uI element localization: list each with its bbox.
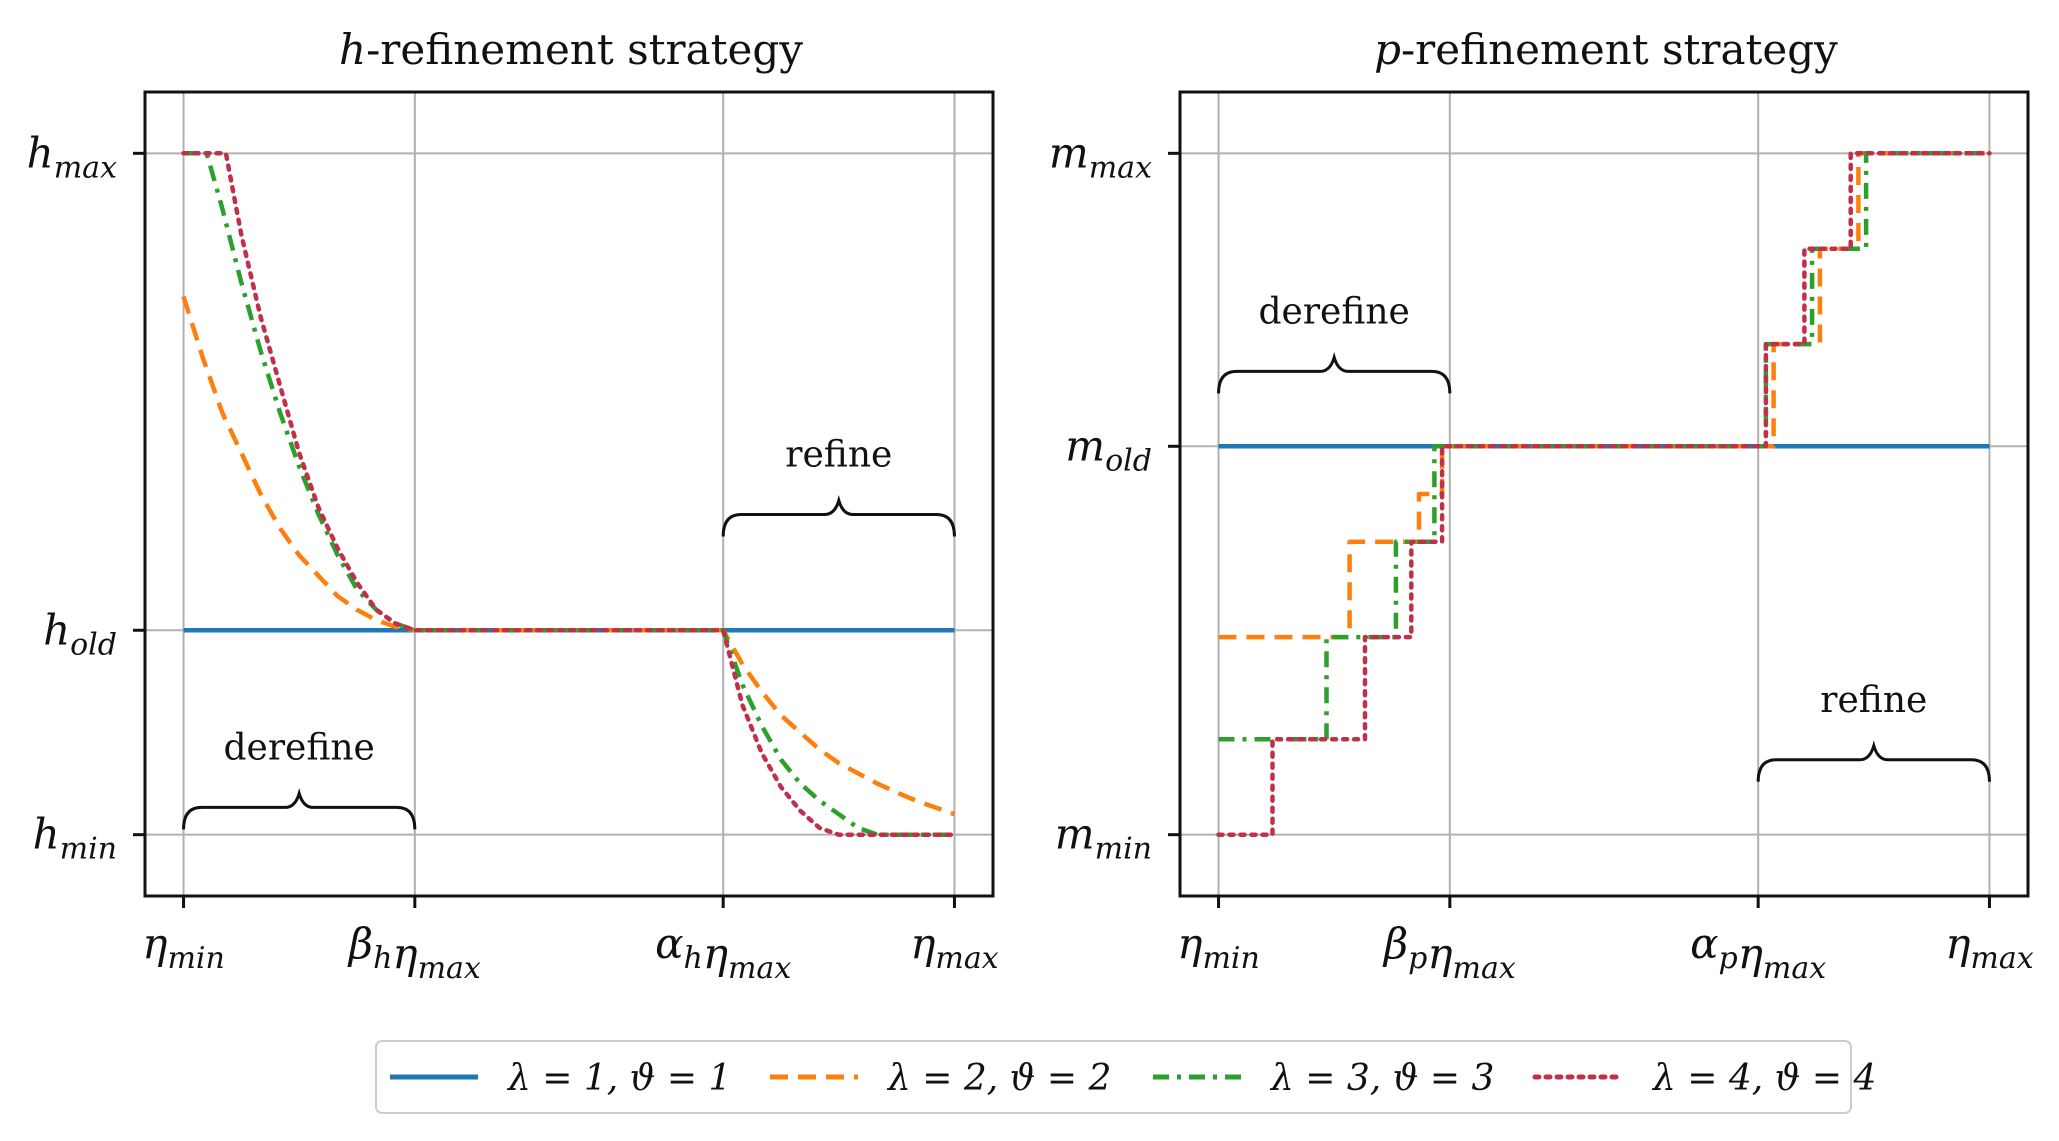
y-tick-label: hmin <box>33 810 117 867</box>
series-line-2 <box>181 295 956 817</box>
y-tick-label: hmax <box>27 128 117 185</box>
annotation-derefine: derefine <box>223 728 374 769</box>
h-refinement-panel: h-refinement strategy derefine refine ηmin… <box>27 25 999 986</box>
annotation-refine: refine <box>785 435 892 476</box>
x-tick-label: ηmin <box>142 919 225 976</box>
legend-label-3: λ = 3, ϑ = 3 <box>1269 1058 1494 1099</box>
axes-frame <box>143 90 995 898</box>
x-tick-label: ηmin <box>1177 919 1260 976</box>
brace-refine <box>721 494 956 537</box>
brace-derefine <box>182 787 417 830</box>
x-tick-label: αhηmax <box>655 919 791 986</box>
y-tick-label: mmax <box>1049 128 1152 185</box>
legend-label-2: λ = 2, ϑ = 2 <box>886 1058 1111 1099</box>
y-tick-label: mold <box>1065 421 1152 478</box>
annotation-refine: refine <box>1820 680 1927 721</box>
legend: λ = 1, ϑ = 1 λ = 2, ϑ = 2 λ = 3, ϑ = 3 λ = … <box>375 1040 1876 1114</box>
series-line-2 <box>1218 151 1990 640</box>
p-refinement-panel: p-refinement strategy derefine refine ηmin… <box>1049 25 2034 986</box>
x-tick-label: αpηmax <box>1690 919 1826 986</box>
y-tick-label: hold <box>43 605 117 662</box>
y-tick-label: mmin <box>1055 810 1152 867</box>
axes-frame <box>1178 90 2030 898</box>
x-tick-label: ηmax <box>1945 919 2034 976</box>
series-line-4 <box>1216 151 1992 837</box>
legend-label-4: λ = 4, ϑ = 4 <box>1651 1058 1876 1099</box>
annotation-derefine: derefine <box>1258 292 1409 333</box>
series-line-3 <box>183 151 955 837</box>
h-panel-title: h-refinement strategy <box>339 25 803 74</box>
legend-frame <box>375 1040 1852 1114</box>
legend-label-1: λ = 1, ϑ = 1 <box>506 1058 731 1099</box>
brace-refine <box>1756 740 1991 782</box>
series-line-4 <box>181 151 957 837</box>
x-tick-label: βpηmax <box>1382 919 1516 986</box>
p-panel-title: p-refinement strategy <box>1374 25 1838 74</box>
brace-derefine <box>1217 351 1452 394</box>
x-tick-label: βhηmax <box>347 919 481 986</box>
x-tick-label: ηmax <box>910 919 999 976</box>
